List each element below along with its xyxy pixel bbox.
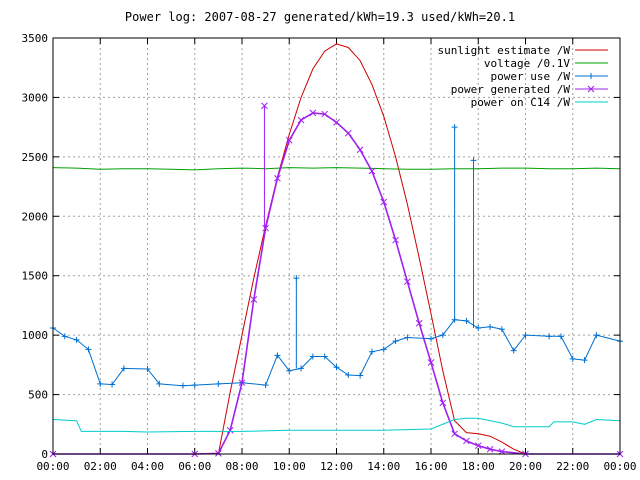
series-point-2 (156, 380, 163, 387)
series-line-4 (52, 417, 621, 433)
series-point-2 (439, 332, 446, 339)
series-point-2 (392, 338, 399, 345)
series-point-3 (226, 426, 234, 434)
series-point-3 (486, 445, 494, 453)
x-tick-label: 06:00 (178, 460, 211, 473)
x-tick-label: 14:00 (367, 460, 400, 473)
series-point-2 (321, 353, 328, 360)
series-point-2 (61, 333, 68, 340)
series-point-2 (144, 366, 151, 373)
series-point-3 (356, 146, 364, 154)
series-point-3 (439, 399, 447, 407)
series-point-2 (463, 317, 470, 324)
series-point-3 (392, 236, 399, 244)
series-point-3 (415, 319, 423, 327)
series-point-3 (297, 116, 305, 124)
series-point-2 (510, 347, 517, 354)
series-line-1 (52, 167, 621, 171)
series-point-3 (285, 136, 293, 144)
y-tick-label: 1500 (22, 270, 49, 283)
series-point-2 (487, 323, 494, 330)
y-tick-label: 3500 (22, 32, 49, 45)
series-point-3 (368, 167, 376, 175)
chart-title: Power log: 2007-08-27 generated/kWh=19.3… (124, 10, 516, 24)
series-point-2 (73, 336, 80, 343)
x-tick-label: 16:00 (414, 460, 447, 473)
y-tick-label: 500 (28, 389, 48, 402)
legend-label: sunlight estimate /W (438, 44, 571, 57)
x-tick-label: 08:00 (225, 460, 258, 473)
y-tick-label: 0 (41, 448, 48, 461)
legend-marker (587, 85, 595, 93)
series-point-2 (345, 371, 352, 378)
series-point-2 (546, 333, 553, 340)
x-tick-label: 20:00 (509, 460, 542, 473)
series-point-2 (309, 353, 316, 360)
series-point-3 (309, 109, 317, 117)
legend-label: power generated /W (451, 83, 571, 96)
series-point-2 (368, 348, 375, 355)
x-tick-label: 10:00 (273, 460, 306, 473)
series-point-2 (380, 346, 387, 353)
series-point-2 (109, 381, 116, 388)
series-point-2 (333, 364, 340, 371)
x-tick-label: 00:00 (36, 460, 69, 473)
legend-marker (588, 73, 594, 79)
series-point-3 (427, 359, 435, 366)
spike-marker (261, 102, 268, 110)
series-point-3 (274, 174, 281, 182)
series-point-2 (581, 357, 588, 364)
plot-frame (52, 37, 621, 455)
series-point-2 (404, 334, 411, 341)
series-point-2 (97, 380, 104, 387)
x-tick-label: 02:00 (84, 460, 117, 473)
legend-label: power on C14 /W (471, 96, 571, 109)
legend-label: power use /W (491, 70, 571, 83)
x-tick-label: 22:00 (556, 460, 589, 473)
series-point-3 (250, 296, 258, 303)
spike-marker (451, 124, 458, 131)
x-tick-label: 12:00 (320, 460, 353, 473)
series-point-3 (451, 430, 458, 438)
series-point-3 (474, 442, 482, 450)
series-point-2 (475, 325, 482, 332)
series-point-2 (593, 332, 600, 339)
spike-marker (470, 157, 477, 164)
series-point-2 (498, 326, 505, 333)
y-tick-label: 3000 (22, 91, 49, 104)
spike-marker (293, 275, 300, 282)
x-tick-label: 00:00 (603, 460, 636, 473)
series-point-3 (344, 129, 352, 137)
series-point-2 (569, 355, 576, 362)
series-point-2 (120, 365, 127, 372)
series-point-2 (215, 380, 222, 387)
series-point-2 (298, 365, 305, 372)
series-point-3 (463, 437, 470, 445)
series-point-3 (404, 278, 411, 286)
series-point-2 (179, 382, 186, 389)
series-point-3 (215, 450, 222, 457)
legend-label: voltage /0.1V (484, 57, 570, 70)
series-point-2 (191, 382, 198, 389)
series-point-3 (380, 198, 388, 206)
y-tick-label: 1000 (22, 329, 49, 342)
series-point-3 (262, 224, 269, 232)
series-point-3 (333, 119, 340, 126)
series-point-2 (557, 333, 564, 340)
series-point-2 (274, 352, 281, 359)
series-point-2 (286, 367, 293, 374)
x-tick-label: 18:00 (462, 460, 495, 473)
series-point-2 (522, 332, 529, 339)
series-point-2 (428, 335, 434, 342)
series-point-2 (357, 372, 364, 379)
series-point-3 (238, 379, 246, 387)
series-point-2 (262, 382, 269, 389)
series-point-3 (321, 110, 329, 118)
y-tick-label: 2000 (22, 210, 49, 223)
x-tick-label: 04:00 (131, 460, 164, 473)
series-point-2 (85, 346, 92, 353)
y-tick-label: 2500 (22, 151, 49, 164)
